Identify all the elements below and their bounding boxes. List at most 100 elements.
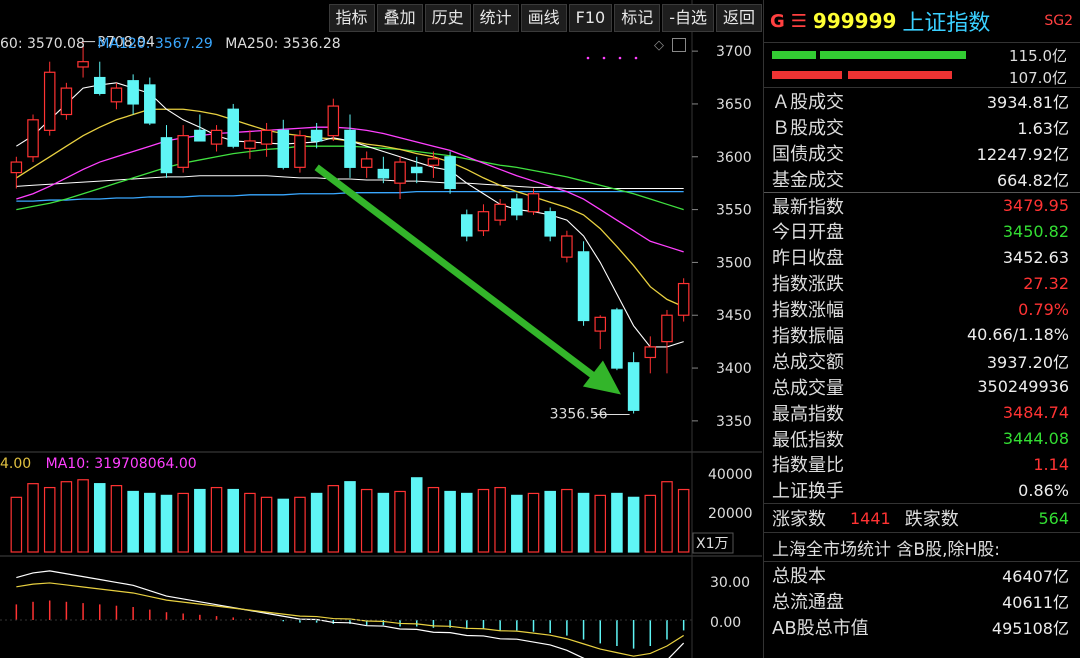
toolbar-button-2[interactable]: 历史: [424, 4, 471, 32]
stat-row-4-value: 0.79%: [1018, 299, 1069, 319]
stat-row-5-value: 40.66/1.18%: [966, 325, 1069, 345]
stat-row-3-label: 指数涨跌: [772, 274, 844, 296]
macd-axis-label: 30.00: [710, 575, 750, 591]
toolbar-button-5[interactable]: F10: [568, 4, 613, 32]
candle-body: [294, 135, 306, 168]
price-axis-label: 3650: [716, 97, 752, 113]
turnover-row-0: Ａ股成交 3934.81亿: [764, 88, 1080, 114]
volume-bar: [277, 498, 290, 553]
stat-row-11: 上证换手 0.86%: [764, 477, 1080, 503]
stat-row-8-value: 3484.74: [1002, 403, 1069, 423]
candle-body: [461, 214, 473, 237]
price-axis-label: 3600: [716, 150, 752, 166]
toolbar-button-6[interactable]: 标记: [614, 4, 661, 32]
stat-row-1: 今日开盘 3450.82: [764, 218, 1080, 244]
sg-badge[interactable]: SG2: [1044, 13, 1073, 29]
candlestick-chart[interactable]: 3700 3650 3600 3550 3500 3450 3400 3350 3708.94 3…: [0, 0, 762, 658]
maximize-icon[interactable]: [672, 38, 686, 52]
volume-bar: [511, 494, 523, 553]
flow-bar-seg-a: [772, 51, 816, 59]
stat-row-10-label: 指数量比: [772, 455, 844, 477]
volume-bar: [477, 488, 490, 553]
flow-bar-seg-b: [820, 51, 966, 59]
candle-body: [344, 129, 356, 168]
toolbar-button-7[interactable]: -自选: [662, 4, 714, 32]
stat-row-7: 总成交量 350249936: [764, 374, 1080, 400]
high-label: 3708.94: [97, 35, 155, 51]
candle-body: [27, 119, 39, 158]
volume-bar: [60, 481, 73, 553]
low-label: 3356.56: [550, 406, 608, 422]
candle-body: [77, 61, 89, 68]
flow-bar-0: 115.0亿: [764, 43, 1080, 65]
turnover-row-3-label: 基金成交: [772, 169, 844, 191]
down-count: 564: [1038, 508, 1069, 528]
price-axis-label: 3350: [716, 414, 752, 430]
stat-row-11-label: 上证换手: [772, 481, 844, 503]
toolbar-button-4[interactable]: 画线: [520, 4, 567, 32]
candle-body: [127, 80, 139, 105]
candle-body: [310, 129, 323, 142]
stat-row-11-value: 0.86%: [1018, 480, 1069, 500]
flow-bar-value: 115.0亿: [1009, 47, 1067, 65]
candle-body: [360, 158, 373, 168]
market-list: 总股本 46407亿 总流通盘 40611亿 AB股总市值 495108亿: [764, 561, 1080, 640]
volume-bar: [394, 490, 406, 553]
volume-bar: [377, 492, 390, 553]
turnover-row-2-value: 12247.92亿: [976, 144, 1069, 164]
candle-body: [110, 87, 123, 103]
volume-bar: [260, 496, 273, 553]
candle-body: [544, 211, 556, 237]
volume-bar: [177, 492, 189, 553]
volume-bar: [160, 494, 173, 553]
volume-bar: [594, 494, 607, 553]
g-marker[interactable]: G: [770, 10, 785, 32]
candle-body: [627, 362, 640, 411]
ma-legend: 60: 3570.08 MA120: 3567.29 MA250: 3536.2…: [0, 36, 349, 52]
stat-row-1-value: 3450.82: [1002, 221, 1069, 241]
diamond-icon[interactable]: ◇: [654, 38, 664, 53]
market-row-0: 总股本 46407亿: [764, 562, 1080, 588]
candle-body: [144, 84, 156, 124]
market-row-0-label: 总股本: [772, 566, 826, 588]
turnover-row-2: 国债成交 12247.92亿: [764, 140, 1080, 166]
candle-body: [444, 156, 456, 190]
toolbar-button-3[interactable]: 统计: [472, 4, 519, 32]
volume-bar: [527, 492, 540, 553]
volume-bar: [144, 492, 156, 553]
candle-body: [244, 140, 256, 149]
toolbar-button-1[interactable]: 叠加: [376, 4, 423, 32]
candle-body: [160, 137, 173, 174]
flow-bar-value: 107.0亿: [1009, 69, 1067, 87]
panel-header: G ☰ 999999 上证指数 SG2: [764, 0, 1080, 43]
turnover-list: Ａ股成交 3934.81亿 Ｂ股成交 1.63亿 国债成交 12247.92亿 基金成交 66…: [764, 87, 1080, 192]
stat-row-10-value: 1.14: [1033, 454, 1069, 474]
toolbar-button-0[interactable]: 指标: [328, 4, 375, 32]
toolbar-button-8[interactable]: 返回: [715, 4, 762, 32]
turnover-row-3: 基金成交 664.82亿: [764, 166, 1080, 192]
volume-bar: [644, 494, 657, 553]
market-row-2-label: AB股总市值: [772, 617, 869, 639]
stat-row-2: 昨日收盘 3452.63: [764, 244, 1080, 270]
stat-row-5-label: 指数振幅: [772, 325, 844, 347]
chart-toolbar: 指标 叠加 历史 统计 画线 F10 标记 -自选 返回: [328, 4, 762, 32]
candle-body: [527, 193, 540, 213]
volume-bar: [310, 492, 323, 553]
kline-chart-area[interactable]: 3700 3650 3600 3550 3500 3450 3400 3350 3708.94 3…: [0, 0, 762, 658]
volume-bar: [110, 485, 123, 553]
volume-bar: [244, 492, 256, 553]
volume-bar: [327, 485, 340, 553]
volume-bar: [461, 492, 473, 553]
candle-body: [661, 314, 673, 343]
volume-bar: [194, 488, 206, 553]
stat-row-1-label: 今日开盘: [772, 222, 844, 244]
turnover-row-1-value: 1.63亿: [1017, 118, 1069, 138]
volume-bar: [210, 486, 223, 553]
ma250-value: MA250: 3536.28: [225, 36, 341, 52]
marker-dot: [602, 56, 606, 60]
volume-bar: [611, 492, 623, 553]
candle-body: [177, 135, 189, 168]
volume-bar: [544, 490, 556, 553]
stat-row-9-label: 最低指数: [772, 429, 844, 451]
menu-icon[interactable]: ☰: [790, 10, 807, 32]
